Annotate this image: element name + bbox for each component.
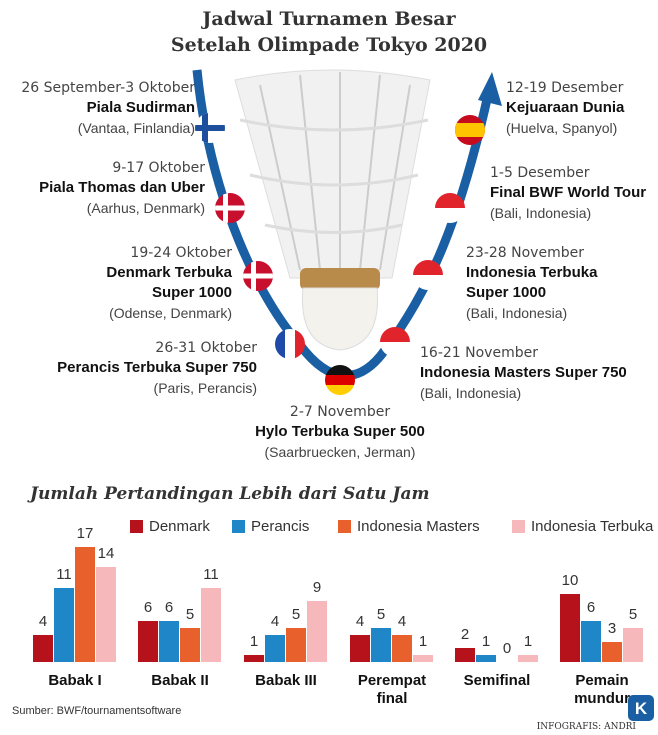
flag-indonesia [435, 193, 465, 223]
bar [75, 547, 95, 662]
flag-spain [455, 115, 485, 145]
value-label: 9 [302, 579, 332, 596]
bar [244, 655, 264, 662]
bar [265, 635, 285, 662]
event-date: 12-19 Desember [506, 78, 656, 98]
bar [286, 628, 306, 662]
event-date: 26-31 Oktober [17, 338, 257, 358]
event-name: Kejuaraan Dunia [506, 98, 656, 118]
event-date: 1-5 Desember [490, 163, 658, 183]
event-place: (Bali, Indonesia) [420, 383, 658, 403]
event-place: (Paris, Perancis) [17, 378, 257, 398]
event-place: (Vantaa, Finlandia) [0, 118, 195, 138]
bar [307, 601, 327, 662]
bar [96, 567, 116, 662]
legend-item: Denmark [130, 518, 210, 535]
arrow-head [478, 72, 502, 106]
credit: INFOGRAFIS: ANDRI [537, 722, 636, 732]
event-name: Indonesia Masters Super 750 [420, 363, 658, 383]
bar [602, 642, 622, 662]
event-name: Piala Thomas dan Uber [0, 178, 205, 198]
x-tick-label: Babak II [130, 672, 230, 690]
event-name: Perancis Terbuka Super 750 [17, 358, 257, 378]
bar [413, 655, 433, 662]
bar [201, 588, 221, 662]
bar [180, 628, 200, 662]
event-date: 2-7 November [240, 402, 440, 422]
bar [138, 621, 158, 662]
event-name: Final BWF World Tour [490, 183, 658, 203]
value-label: 1 [408, 633, 438, 650]
event-date: 9-17 Oktober [0, 158, 205, 178]
flag-indonesia [380, 327, 410, 357]
bar [371, 628, 391, 662]
value-label: 10 [555, 572, 585, 589]
bar [623, 628, 643, 662]
value-label: 4 [387, 613, 417, 630]
event-place: (Saarbruecken, Jerman) [240, 442, 440, 462]
legend-label: Indonesia Masters [357, 518, 480, 535]
legend-label: Denmark [149, 518, 210, 535]
source: Sumber: BWF/tournamentsoftware [12, 705, 181, 717]
event-place: (Aarhus, Denmark) [0, 198, 205, 218]
value-label: 14 [91, 545, 121, 562]
event-name: Indonesia Terbuka Super 1000 [466, 263, 626, 303]
event-date: 26 September-3 Oktober [0, 78, 195, 98]
bar [518, 655, 538, 662]
event-name: Denmark Terbuka Super 1000 [92, 263, 232, 303]
shuttlecock [235, 70, 430, 350]
flag-germany [325, 365, 355, 395]
bar [455, 648, 475, 662]
flag-denmark [243, 261, 273, 291]
legend-label: Indonesia Terbuka [531, 518, 653, 535]
bar [159, 621, 179, 662]
x-tick-label: Pemain mundur [567, 672, 637, 708]
x-tick-label: Babak III [236, 672, 336, 690]
legend-item: Perancis [232, 518, 309, 535]
legend-item: Indonesia Terbuka [512, 518, 653, 535]
event-place: (Huelva, Spanyol) [506, 118, 656, 138]
event-name: Piala Sudirman [0, 98, 195, 118]
title: Jadwal Turnamen Besar Setelah Olimpade T… [164, 6, 494, 58]
event-date: 23-28 November [466, 243, 626, 263]
chart-title: Jumlah Pertandingan Lebih dari Satu Jam [30, 484, 429, 504]
value-label: 5 [618, 606, 648, 623]
flag-indonesia [413, 260, 443, 290]
bar [33, 635, 53, 662]
value-label: 11 [196, 566, 226, 583]
legend-swatch [130, 520, 143, 533]
value-label: 1 [513, 633, 543, 650]
legend-swatch [232, 520, 245, 533]
event-date: 19-24 Oktober [92, 243, 232, 263]
event-place: (Odense, Denmark) [92, 303, 232, 323]
x-tick-label: Babak I [25, 672, 125, 690]
bar [54, 588, 74, 662]
event-date: 16-21 November [420, 343, 658, 363]
event-place: (Bali, Indonesia) [490, 203, 658, 223]
flag-france [275, 329, 305, 359]
flag-finland [195, 113, 225, 143]
legend-item: Indonesia Masters [338, 518, 480, 535]
infographic: K Jadwal Turnamen Besar Setelah Olimpade… [0, 0, 658, 735]
x-tick-label: Perempat final [342, 672, 442, 708]
value-label: 17 [70, 525, 100, 542]
bar [350, 635, 370, 662]
legend-swatch [512, 520, 525, 533]
value-label: 6 [576, 599, 606, 616]
flag-denmark [215, 193, 245, 223]
x-tick-label: Semifinal [447, 672, 547, 690]
legend-label: Perancis [251, 518, 309, 535]
event-name: Hylo Terbuka Super 500 [240, 422, 440, 442]
event-place: (Bali, Indonesia) [466, 303, 626, 323]
event: 2-7 NovemberHylo Terbuka Super 500(Saarb… [240, 402, 440, 462]
legend-swatch [338, 520, 351, 533]
